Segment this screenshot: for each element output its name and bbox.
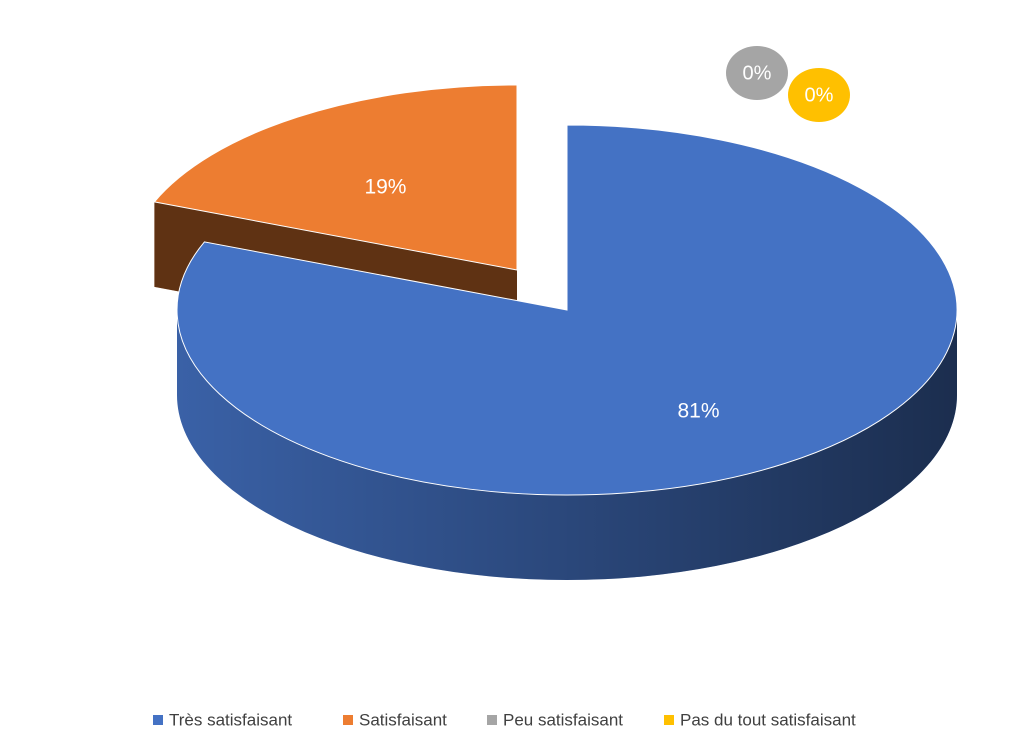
data-label: 0% <box>743 62 772 84</box>
legend-label: Satisfaisant <box>359 710 447 729</box>
slice <box>153 84 518 271</box>
legend-swatch <box>664 715 674 725</box>
legend-label: Pas du tout satisfaisant <box>680 710 856 729</box>
slice <box>176 124 958 496</box>
legend-label: Peu satisfaisant <box>503 710 623 729</box>
slice-group <box>176 124 958 580</box>
data-label-bubble <box>788 68 850 122</box>
legend-swatch <box>343 715 353 725</box>
slice-side-shade <box>177 310 957 580</box>
data-label-bubble <box>726 46 788 100</box>
legend-swatch <box>153 715 163 725</box>
data-label: 0% <box>805 84 834 106</box>
legend-label: Très satisfaisant <box>169 710 292 729</box>
legend-swatch <box>487 715 497 725</box>
data-label: 81% <box>678 399 720 422</box>
data-label: 19% <box>364 176 406 199</box>
